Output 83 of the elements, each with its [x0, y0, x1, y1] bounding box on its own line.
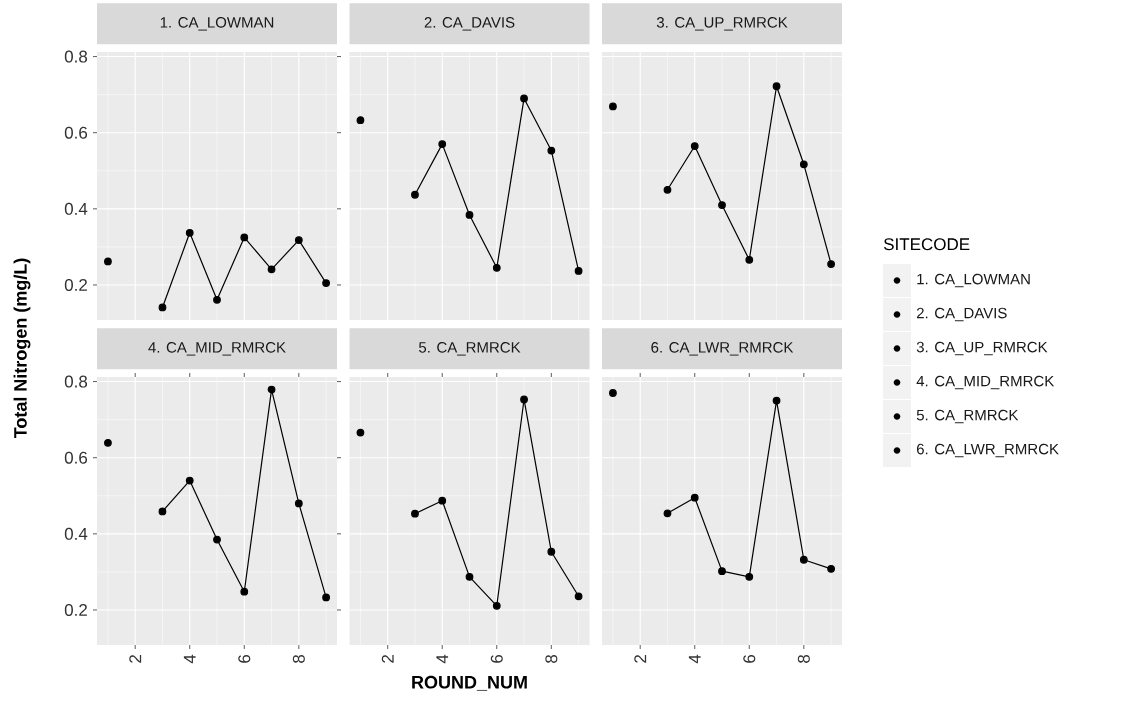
point: [267, 385, 276, 394]
point: [718, 567, 726, 576]
legend-label: 2. CA_DAVIS: [916, 307, 1007, 322]
legend-label: 4. CA_MID_RMRCK: [916, 375, 1055, 390]
y-tick-label: 0.6: [64, 451, 88, 464]
x-tick-label: 2: [129, 655, 142, 663]
x-tick-label: 6: [238, 654, 251, 663]
point: [690, 142, 699, 150]
point: [438, 496, 447, 505]
point: [158, 303, 167, 312]
point: [663, 185, 672, 194]
point: [799, 555, 808, 564]
point: [772, 82, 781, 91]
chart-title: 5. CA_RMRCK: [418, 342, 521, 356]
point: [772, 396, 781, 405]
point: [745, 572, 754, 581]
point: [185, 476, 194, 485]
y-tick-label: 0.4: [64, 202, 88, 215]
point: [492, 601, 501, 610]
point: [609, 102, 617, 111]
point: [411, 509, 419, 518]
y-tick-label: 0.4: [64, 527, 88, 540]
legend-label: 5. CA_RMRCK: [916, 409, 1019, 424]
point: [294, 499, 303, 508]
point: [574, 592, 583, 601]
point: [492, 263, 501, 272]
x-tick-label: 6: [490, 654, 503, 663]
point: [609, 389, 617, 397]
point: [240, 233, 249, 242]
chart-title: 2. CA_DAVIS: [424, 17, 515, 31]
legend-label: 6. CA_LWR_RMRCK: [916, 443, 1059, 458]
point: [827, 260, 835, 268]
x-tick-label: 2: [634, 655, 647, 663]
legend-label: 3. CA_UP_RMRCK: [916, 341, 1048, 356]
y-tick-label: 0.8: [64, 375, 88, 388]
x-tick-label: 8: [545, 654, 558, 663]
point: [745, 255, 754, 264]
legend-label: 1. CA_LOWMAN: [917, 273, 1030, 288]
point: [799, 160, 808, 169]
point: [520, 395, 528, 404]
point: [547, 146, 556, 155]
point: [240, 587, 249, 596]
point: [663, 509, 672, 518]
chart-title: 3. CA_UP_RMRCK: [656, 17, 788, 31]
point: [438, 140, 447, 149]
point: [520, 94, 528, 103]
point: [294, 236, 303, 244]
x-axis-title: ROUND_NUM: [412, 675, 527, 691]
point: [465, 211, 474, 219]
chart-title: 6. CA_LWR_RMRCK: [651, 342, 794, 356]
y-tick-label: 0.8: [64, 50, 88, 63]
point: [411, 190, 419, 199]
point: [267, 265, 276, 274]
y-tick-label: 0.2: [64, 603, 87, 616]
x-tick-label: 6: [743, 654, 756, 663]
x-tick-label: 8: [797, 654, 810, 663]
point: [356, 428, 365, 437]
x-tick-label: 4: [688, 654, 701, 664]
chart-title: 1. CA_LOWMAN: [160, 17, 274, 31]
point: [718, 201, 726, 209]
x-tick-label: 4: [436, 654, 449, 664]
x-tick-label: 8: [292, 654, 305, 663]
point: [827, 564, 835, 573]
point: [465, 572, 474, 581]
point: [574, 266, 583, 275]
x-tick-label: 2: [381, 655, 394, 663]
point: [104, 257, 112, 266]
point: [185, 228, 194, 237]
point: [322, 593, 330, 602]
x-tick-label: 4: [183, 654, 196, 664]
point: [213, 535, 221, 544]
point: [213, 295, 221, 304]
chart-title: 4. CA_MID_RMRCK: [148, 342, 286, 356]
point: [356, 116, 365, 125]
point: [158, 507, 167, 516]
point: [690, 493, 699, 502]
y-tick-label: 0.6: [64, 126, 88, 139]
y-axis-title: Total Nitrogen (mg/L): [13, 258, 31, 439]
point: [104, 438, 112, 447]
y-tick-label: 0.2: [64, 278, 87, 291]
legend-title: SITECODE: [883, 238, 970, 251]
point: [547, 547, 556, 556]
point: [322, 279, 330, 287]
